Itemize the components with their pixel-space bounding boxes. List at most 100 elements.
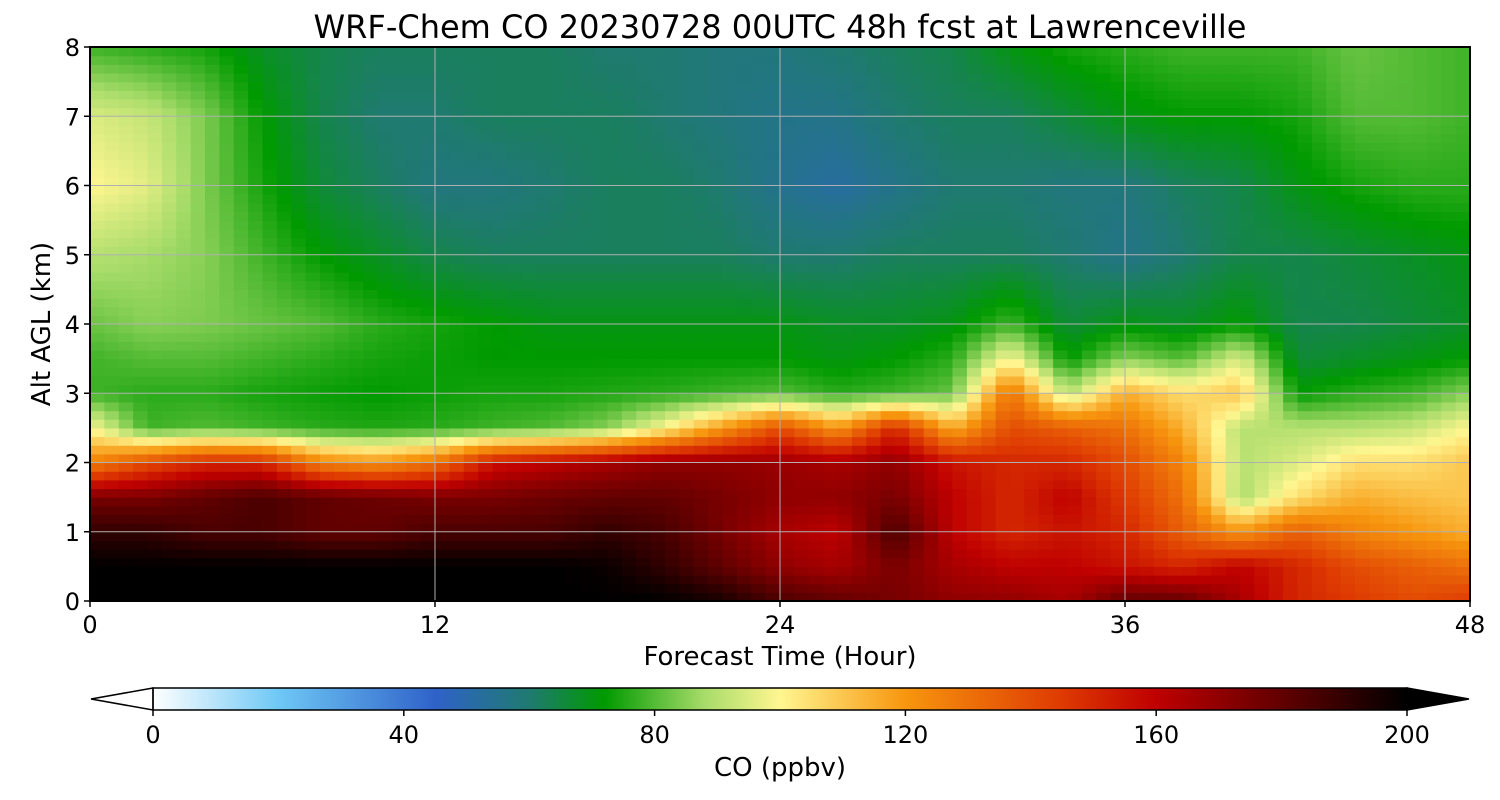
heatmap-cell (578, 289, 594, 299)
heatmap-cell (190, 332, 206, 342)
heatmap-cell (550, 306, 565, 316)
heatmap-cell (938, 566, 954, 576)
heatmap-cell (1010, 280, 1025, 290)
heatmap-cell (1139, 479, 1155, 490)
heatmap-cell (1268, 272, 1284, 282)
heatmap-cell (866, 202, 882, 213)
heatmap-cell (1211, 436, 1227, 446)
heatmap-cell (1225, 341, 1241, 351)
heatmap-cell (693, 427, 709, 438)
heatmap-cell (492, 367, 508, 377)
heatmap-cell (578, 393, 594, 403)
heatmap-cell (506, 341, 522, 351)
heatmap-cell (1283, 150, 1299, 161)
heatmap-cell (1326, 445, 1342, 455)
heatmap-cell (1340, 393, 1356, 403)
heatmap-cell (923, 514, 939, 524)
heatmap-cell (851, 410, 867, 420)
heatmap-cell (938, 531, 954, 542)
heatmap-cell (1182, 375, 1198, 386)
heatmap-cell (693, 272, 709, 282)
heatmap-cell (176, 254, 192, 265)
heatmap-cell (1053, 228, 1069, 239)
heatmap-cell (966, 479, 982, 490)
heatmap-cell (133, 471, 149, 481)
heatmap-cell (1182, 176, 1198, 187)
heatmap-cell (420, 549, 436, 559)
heatmap-cell (1426, 202, 1442, 213)
heatmap-cell (276, 566, 292, 576)
heatmap-cell (1024, 419, 1040, 429)
heatmap-cell (320, 220, 335, 230)
heatmap-cell (564, 410, 580, 420)
heatmap-cell (161, 592, 177, 602)
heatmap-cell (952, 202, 968, 213)
heatmap-cell (320, 540, 335, 550)
heatmap-cell (506, 384, 522, 394)
heatmap-cell (1168, 315, 1184, 325)
heatmap-cell (1283, 237, 1299, 247)
heatmap-cell (492, 168, 508, 178)
heatmap-cell (1455, 531, 1471, 542)
heatmap-cell (1010, 410, 1025, 420)
heatmap-cell (952, 176, 968, 187)
heatmap-cell (1383, 523, 1399, 533)
heatmap-cell (449, 436, 465, 446)
heatmap-cell (607, 246, 623, 256)
heatmap-cell (363, 497, 379, 507)
heatmap-cell (736, 531, 752, 542)
heatmap-cell (550, 220, 565, 230)
heatmap-cell (1196, 540, 1212, 550)
heatmap-cell (348, 401, 364, 412)
heatmap-cell (233, 194, 249, 204)
heatmap-cell (665, 445, 680, 455)
heatmap-cell (636, 176, 652, 187)
heatmap-cell (765, 367, 781, 377)
heatmap-cell (205, 531, 220, 542)
heatmap-cell (808, 272, 824, 282)
heatmap-cell (506, 202, 522, 213)
heatmap-cell (1096, 220, 1112, 230)
heatmap-cell (1240, 194, 1255, 204)
heatmap-cell (895, 393, 910, 403)
heatmap-cell (118, 324, 134, 334)
heatmap-cell (406, 349, 422, 360)
heatmap-cell (722, 220, 738, 230)
heatmap-cell (1024, 583, 1040, 593)
heatmap-cell (607, 462, 623, 472)
heatmap-cell (305, 479, 321, 490)
heatmap-cell (1455, 419, 1471, 429)
heatmap-cell (550, 375, 565, 386)
heatmap-cell (1211, 410, 1227, 420)
heatmap-cell (895, 280, 910, 290)
heatmap-cell (348, 341, 364, 351)
heatmap-cell (1426, 410, 1442, 420)
heatmap-cell (1139, 436, 1155, 446)
heatmap-cell (794, 445, 810, 455)
heatmap-cell (952, 497, 968, 507)
heatmap-cell (1067, 583, 1083, 593)
heatmap-cell (219, 488, 235, 498)
heatmap-cell (1383, 419, 1399, 429)
heatmap-cell (305, 583, 321, 593)
heatmap-cell (90, 393, 105, 403)
heatmap-cell (478, 211, 494, 221)
heatmap-cell (535, 228, 551, 239)
heatmap-cell (176, 263, 192, 273)
heatmap-cell (1240, 220, 1255, 230)
heatmap-cell (506, 557, 522, 567)
heatmap-cell (736, 401, 752, 412)
heatmap-cell (1412, 427, 1428, 438)
heatmap-cell (334, 220, 350, 230)
heatmap-cell (320, 375, 335, 386)
heatmap-cell (981, 505, 997, 516)
heatmap-cell (1081, 367, 1097, 377)
heatmap-cell (219, 150, 235, 161)
heatmap-cell (1311, 583, 1327, 593)
heatmap-cell (449, 315, 465, 325)
heatmap-cell (1240, 185, 1255, 195)
heatmap-cell (262, 280, 278, 290)
heatmap-cell (1268, 453, 1284, 464)
heatmap-cell (377, 575, 393, 585)
heatmap-cell (895, 505, 910, 516)
